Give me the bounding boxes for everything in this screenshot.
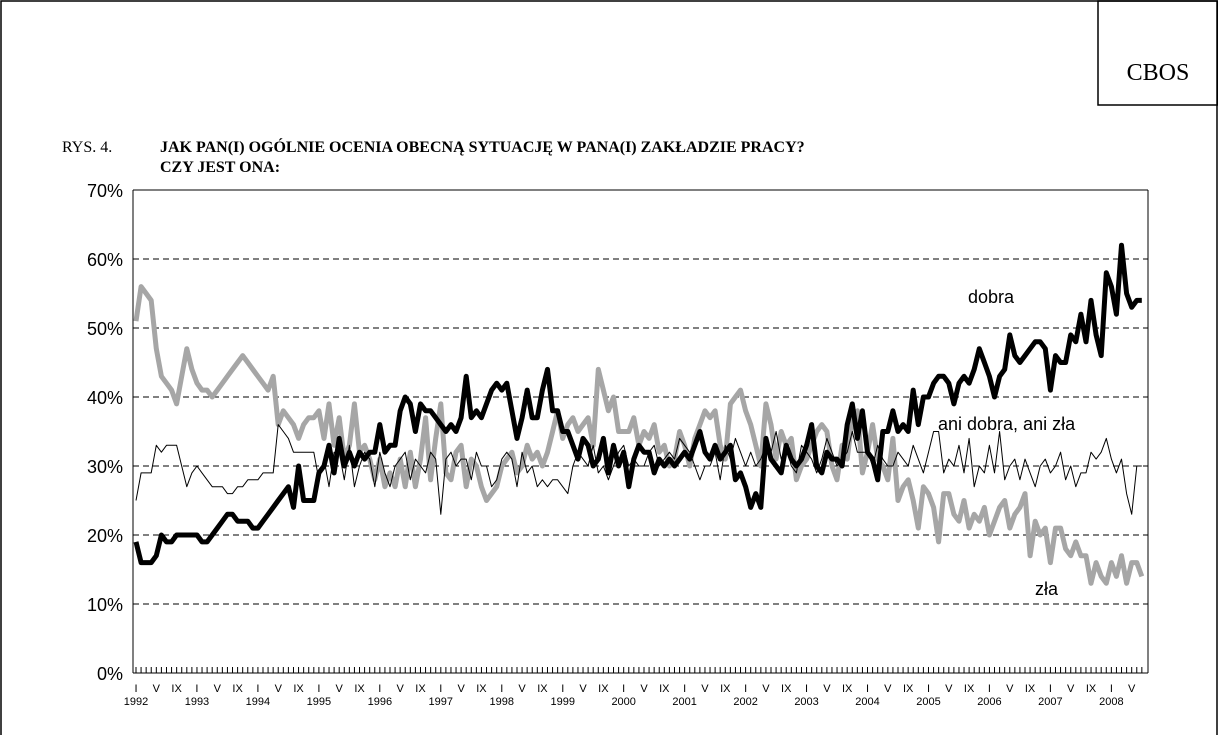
x-tick-label: V (153, 683, 161, 695)
x-tick-label: I (500, 683, 503, 695)
x-tick-label: IX (293, 683, 304, 695)
source-box (1097, 0, 1218, 106)
x-tick-label: V (579, 683, 587, 695)
x-tick-label: I (988, 683, 991, 695)
y-tick-label: 20% (87, 526, 123, 546)
x-tick-label: I (378, 683, 381, 695)
x-tick-label: I (439, 683, 442, 695)
x-tick-label: IX (1025, 683, 1036, 695)
y-tick-label: 10% (87, 595, 123, 615)
x-tick-label: V (1128, 683, 1136, 695)
x-tick-label: I (683, 683, 686, 695)
x-tick-label: IX (598, 683, 609, 695)
x-tick-label: I (195, 683, 198, 695)
series-line (133, 242, 1142, 566)
series-label: zła (1035, 579, 1059, 599)
year-label: 1994 (246, 696, 270, 708)
year-label: 1996 (368, 696, 392, 708)
x-tick-label: I (927, 683, 930, 695)
x-tick-label: V (701, 683, 709, 695)
x-tick-label: V (640, 683, 648, 695)
x-tick-label: IX (659, 683, 670, 695)
x-tick-label: I (622, 683, 625, 695)
x-tick-label: IX (171, 683, 182, 695)
y-tick-label: 0% (97, 664, 123, 684)
x-tick-label: I (866, 683, 869, 695)
x-tick-label: IX (842, 683, 853, 695)
x-tick-label: I (805, 683, 808, 695)
chart-title: JAK PAN(I) OGÓLNIE OCENIA OBECNĄ SYTUACJ… (160, 137, 805, 156)
x-tick-label: V (884, 683, 892, 695)
x-tick-label: I (1049, 683, 1052, 695)
series-line (135, 424, 1142, 515)
chart-title: CZY JEST ONA: (160, 159, 280, 176)
x-tick-label: V (762, 683, 770, 695)
x-tick-label: V (457, 683, 465, 695)
figure-label: RYS. 4. (62, 139, 112, 156)
x-tick-label: IX (476, 683, 487, 695)
x-tick-label: I (317, 683, 320, 695)
x-tick-label: IX (354, 683, 365, 695)
x-tick-label: V (823, 683, 831, 695)
year-label: 2002 (733, 696, 757, 708)
year-label: 1997 (429, 696, 453, 708)
x-tick-label: V (1067, 683, 1075, 695)
y-tick-label: 60% (87, 250, 123, 270)
year-label: 1999 (550, 696, 574, 708)
x-tick-label: V (275, 683, 283, 695)
year-label: 2001 (672, 696, 696, 708)
x-tick-label: IX (232, 683, 243, 695)
x-tick-label: I (561, 683, 564, 695)
x-tick-label: I (134, 683, 137, 695)
year-label: 2004 (855, 696, 879, 708)
x-tick-label: I (1110, 683, 1113, 695)
series-label: ani dobra, ani zła (938, 414, 1076, 434)
year-label: 2007 (1038, 696, 1062, 708)
y-tick-label: 70% (87, 181, 123, 201)
x-tick-label: IX (415, 683, 426, 695)
series-label: dobra (968, 287, 1015, 307)
year-label: 2005 (916, 696, 940, 708)
year-label: 1995 (307, 696, 331, 708)
source: CBOS (1127, 60, 1190, 86)
year-label: 2003 (794, 696, 818, 708)
x-tick-label: IX (903, 683, 914, 695)
x-tick-label: IX (964, 683, 975, 695)
year-label: 2008 (1099, 696, 1123, 708)
x-tick-label: V (214, 683, 222, 695)
x-tick-label: V (396, 683, 404, 695)
x-tick-label: IX (537, 683, 548, 695)
x-tick-label: I (744, 683, 747, 695)
year-label: 1998 (490, 696, 514, 708)
x-tick-label: IX (1086, 683, 1097, 695)
x-tick-label: V (336, 683, 344, 695)
x-tick-label: IX (720, 683, 731, 695)
year-label: 2000 (611, 696, 635, 708)
y-tick-label: 50% (87, 319, 123, 339)
x-tick-label: V (518, 683, 526, 695)
x-tick-label: I (256, 683, 259, 695)
x-tick-label: V (945, 683, 953, 695)
year-label: 1993 (185, 696, 209, 708)
year-label: 2006 (977, 696, 1001, 708)
x-tick-label: V (1006, 683, 1014, 695)
year-label: 1992 (124, 696, 148, 708)
series-line (133, 284, 1145, 586)
y-tick-label: 30% (87, 457, 123, 477)
y-tick-label: 40% (87, 388, 123, 408)
x-tick-label: IX (781, 683, 792, 695)
